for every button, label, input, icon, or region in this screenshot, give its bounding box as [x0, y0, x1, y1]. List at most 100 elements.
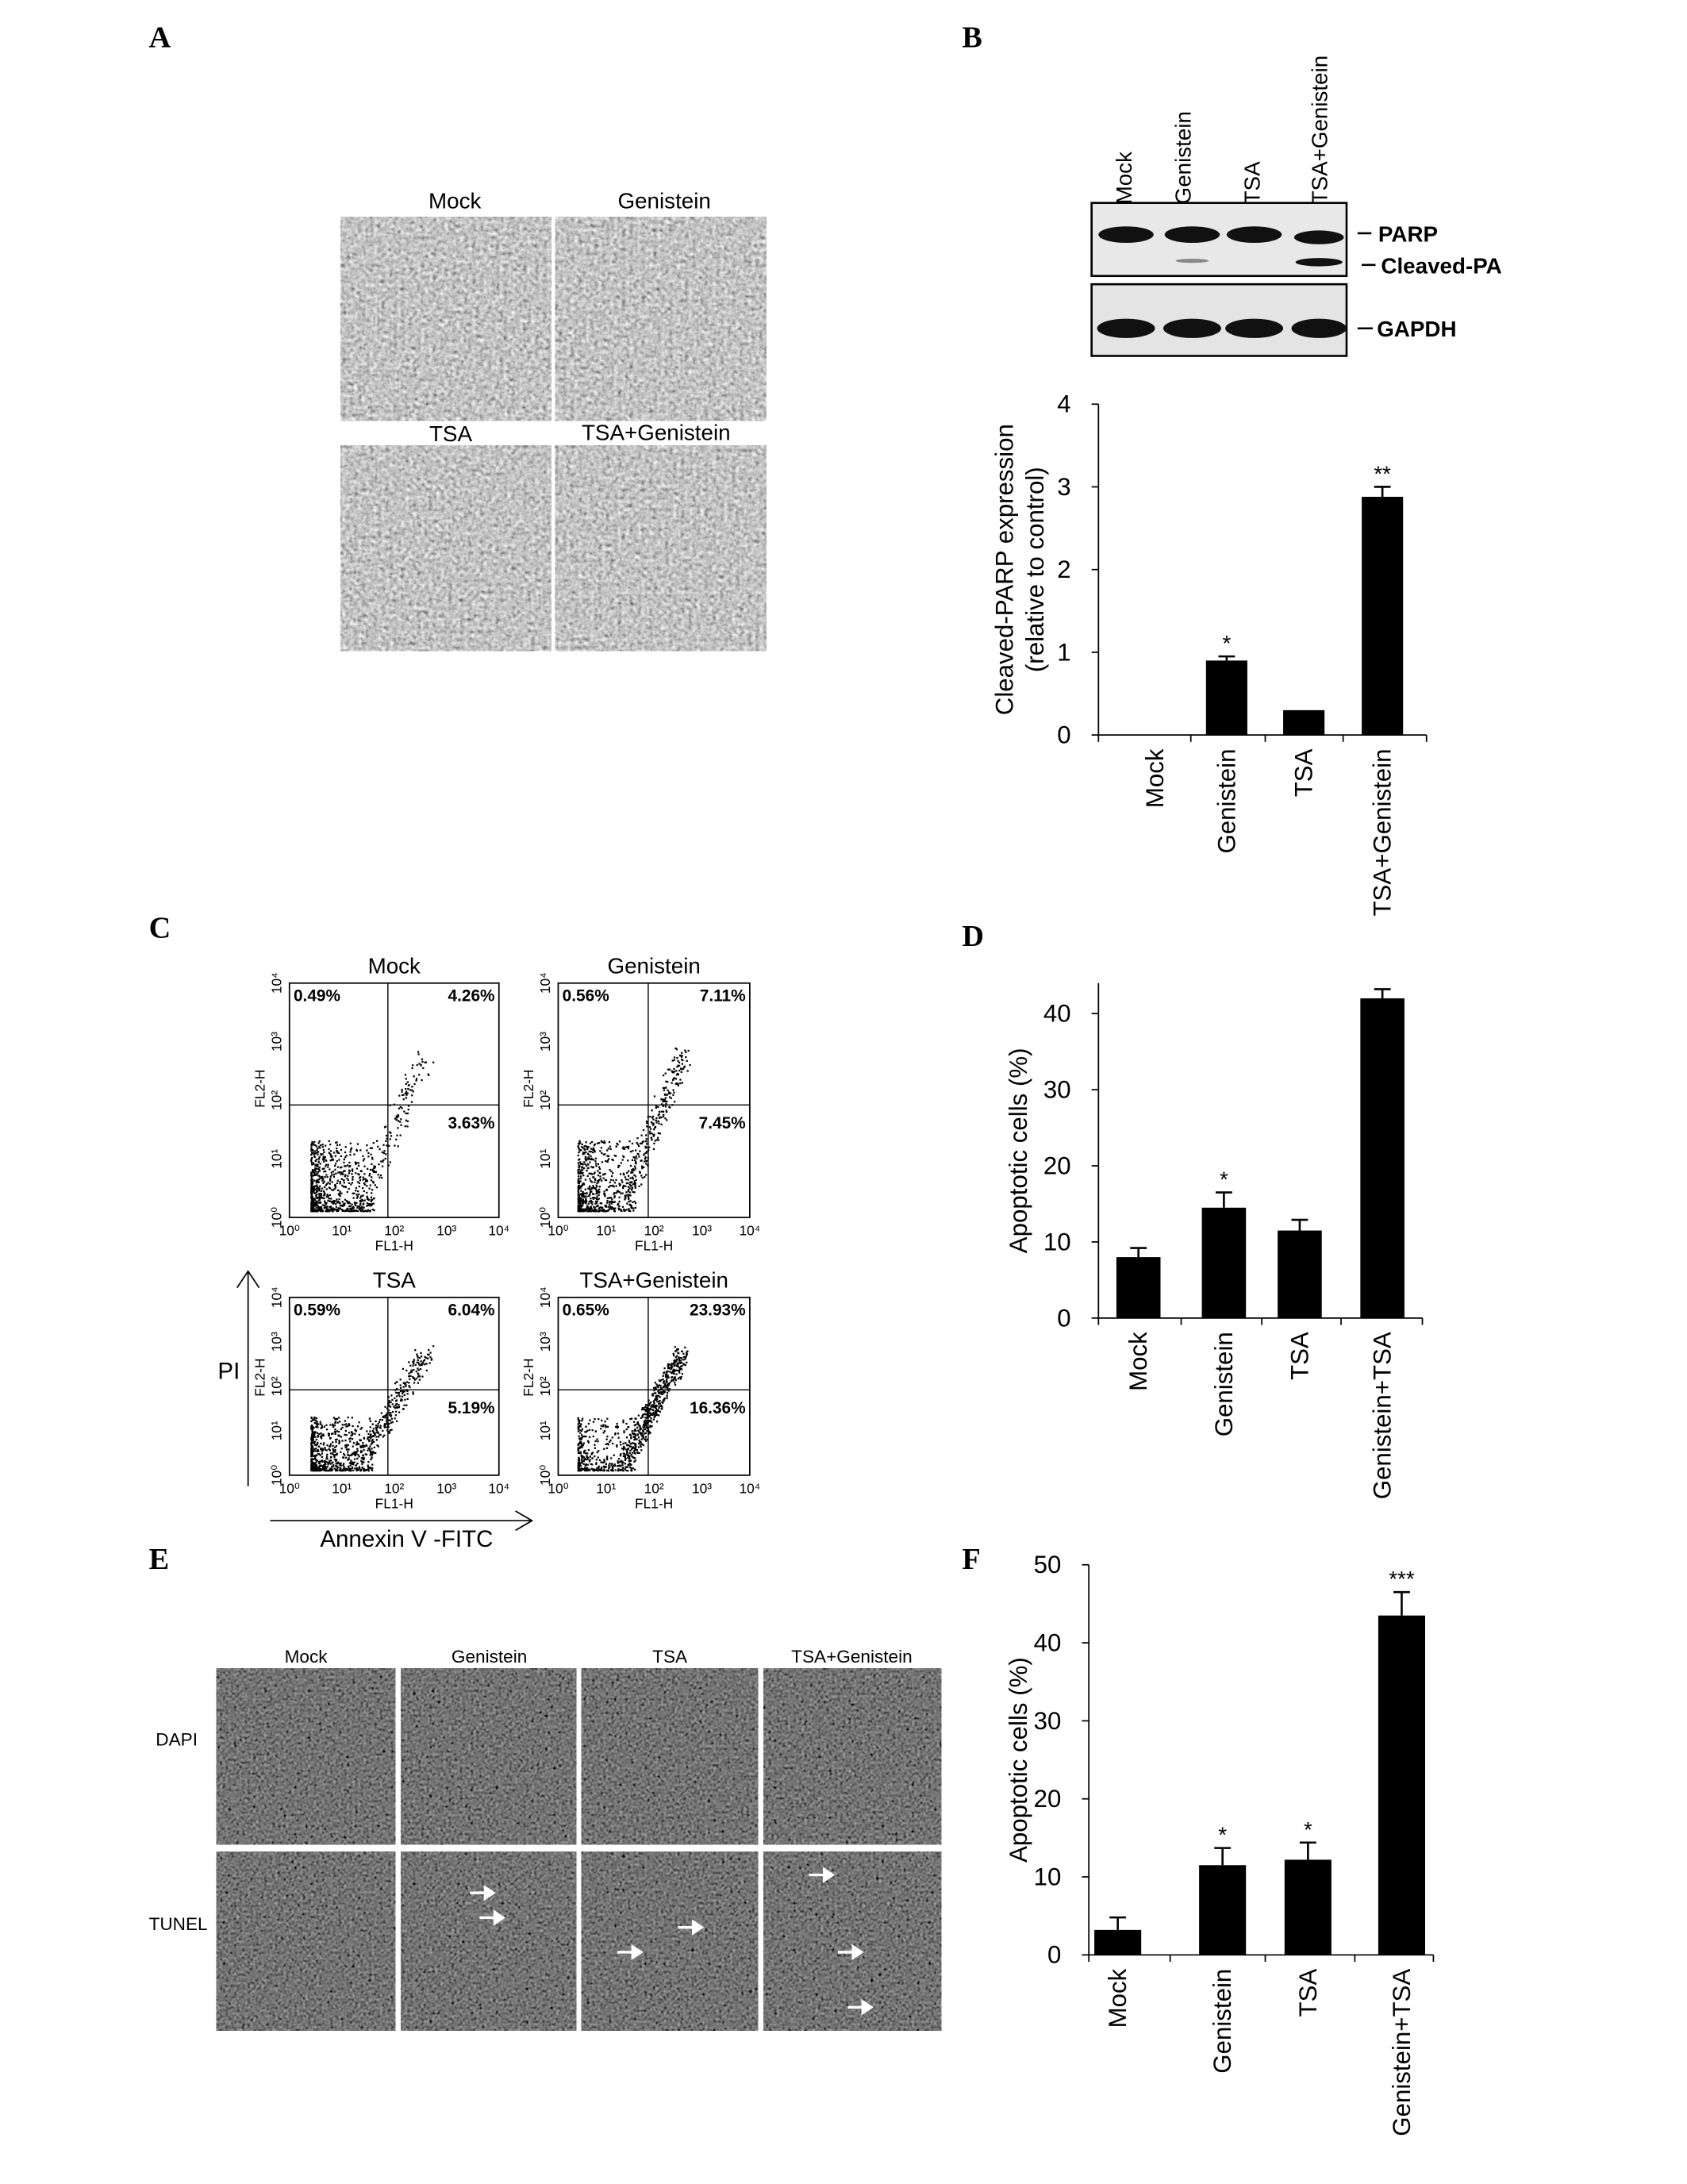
- quadrant-pct: 0.49%: [294, 986, 340, 1005]
- x-tick-label: Genistein: [1209, 1969, 1236, 2074]
- bar: [1116, 1257, 1161, 1318]
- bar: [1378, 1615, 1425, 1955]
- error-bar: [1374, 988, 1391, 998]
- flow-tick: 10¹: [268, 1421, 284, 1440]
- error-bar: [1393, 1590, 1410, 1616]
- axis-label: Annexin V -FITC: [320, 1526, 493, 1552]
- x-tick-label: Mock: [1104, 1968, 1132, 2028]
- x-tick-label: TSA: [1294, 1969, 1322, 2017]
- scatter-dots: [310, 1345, 435, 1472]
- flow-tick: 10²: [268, 1090, 284, 1110]
- significance: *: [1222, 631, 1231, 656]
- y-tick-label: 4: [1057, 390, 1070, 418]
- flow-tick: 10⁴: [537, 1286, 553, 1308]
- flow-tick: 10⁰: [537, 1465, 553, 1486]
- error-bar: [1218, 655, 1235, 661]
- western-blot: [1090, 202, 1376, 357]
- bar: [1284, 1859, 1332, 1955]
- flow-tick: 10²: [644, 1223, 664, 1239]
- flow-tick: 10⁰: [537, 1207, 553, 1228]
- micrograph: [555, 217, 767, 421]
- flow-tick: 10²: [384, 1480, 404, 1496]
- lane-label: TSA+Genistein: [1308, 56, 1332, 205]
- bar: [1278, 1230, 1322, 1318]
- x-tick-label: Genistein+TSA: [1388, 1969, 1416, 2136]
- arrow-head: [515, 1510, 534, 1532]
- image-label: Mock: [428, 189, 481, 213]
- flow-tick: 10¹: [596, 1223, 616, 1239]
- flow-tick: 10⁴: [268, 972, 284, 994]
- lane-label: TSA: [1240, 161, 1265, 204]
- column-label: TSA+Genistein: [791, 1647, 912, 1667]
- panel-label: A: [149, 21, 171, 54]
- plot-frame: [288, 1296, 500, 1476]
- quadrant-pct: 7.45%: [699, 1114, 746, 1132]
- error-bar: [1109, 1916, 1127, 1930]
- micrograph: [340, 217, 551, 421]
- x-tick-label: TSA: [1290, 748, 1318, 797]
- flow-tick: 10³: [692, 1223, 712, 1239]
- bar: [1283, 709, 1325, 736]
- quadrant-pct: 4.26%: [448, 986, 494, 1005]
- flow-tick: 10¹: [537, 1421, 553, 1440]
- error-bar: [1299, 1841, 1316, 1860]
- error-bar: [1214, 1847, 1232, 1866]
- quadrant-pct: 3.63%: [448, 1114, 494, 1132]
- y-tick-label: 20: [1043, 1152, 1071, 1179]
- y-tick-label: 0: [1057, 721, 1070, 749]
- flow-tick: 10³: [436, 1223, 456, 1239]
- plot-frame: [557, 1296, 751, 1476]
- quadrant-pct: 7.11%: [700, 986, 746, 1005]
- panel-label: D: [962, 920, 984, 953]
- quadrant-pct: 0.65%: [563, 1301, 609, 1319]
- y-axis-label: Apoptotic cells (%): [1005, 1657, 1032, 1863]
- y-axis-label: Apoptotic cells (%): [1005, 1048, 1032, 1253]
- y-tick-label: 40: [1043, 1000, 1071, 1028]
- flow-tick: 10⁴: [488, 1480, 509, 1496]
- bar: [1360, 998, 1405, 1318]
- flow-tick: 10²: [537, 1090, 553, 1110]
- y-tick-label: 1: [1057, 638, 1070, 666]
- x-tick-label: TSA+Genistein: [1369, 749, 1397, 917]
- tunel-images: [216, 1668, 942, 2031]
- micrograph: [340, 445, 551, 652]
- plot-frame: [288, 982, 500, 1218]
- flow-axis: FL1-H: [635, 1238, 673, 1254]
- flow-tick: 10³: [268, 1332, 284, 1352]
- row-label: TUNEL: [149, 1914, 208, 1934]
- band-label: GAPDH: [1377, 317, 1456, 341]
- scatter-dots: [577, 1346, 689, 1472]
- flow-axis: FL1-H: [375, 1496, 413, 1512]
- x-tick-label: Mock: [1124, 1332, 1152, 1391]
- plot-title: Genistein: [607, 954, 700, 979]
- bar: [1205, 660, 1247, 736]
- quadrant-pct: 23.93%: [690, 1301, 746, 1319]
- micrograph: [555, 445, 767, 652]
- flow-tick: 10⁰: [548, 1480, 568, 1496]
- micrographs: [340, 217, 767, 652]
- flow-tick: 10¹: [268, 1148, 284, 1168]
- y-tick-label: 10: [1034, 1863, 1062, 1890]
- axis-label: PI: [217, 1358, 240, 1384]
- column-label: Mock: [285, 1647, 329, 1667]
- plot-title: TSA: [373, 1268, 416, 1293]
- significance: ***: [1389, 1567, 1415, 1591]
- flow-axis: FL2-H: [521, 1359, 536, 1397]
- panel-label: F: [962, 1543, 980, 1576]
- bar: [1362, 496, 1404, 736]
- y-axis-label: (relative to control): [1021, 467, 1049, 672]
- row-label: DAPI: [156, 1729, 198, 1749]
- x-tick-label: Genistein: [1210, 1332, 1238, 1436]
- bar: [1201, 1207, 1247, 1318]
- significance: *: [1220, 1167, 1228, 1192]
- flow-tick: 10⁰: [279, 1223, 300, 1239]
- scatter-dots: [310, 1051, 435, 1213]
- flow-tick: 10⁴: [488, 1223, 509, 1239]
- band-label: PARP: [1378, 221, 1438, 246]
- flow-tick: 10⁴: [739, 1480, 760, 1496]
- flow-tick: 10¹: [332, 1480, 352, 1496]
- flow-tick: 10⁰: [268, 1465, 284, 1486]
- error-bar: [1291, 1218, 1308, 1231]
